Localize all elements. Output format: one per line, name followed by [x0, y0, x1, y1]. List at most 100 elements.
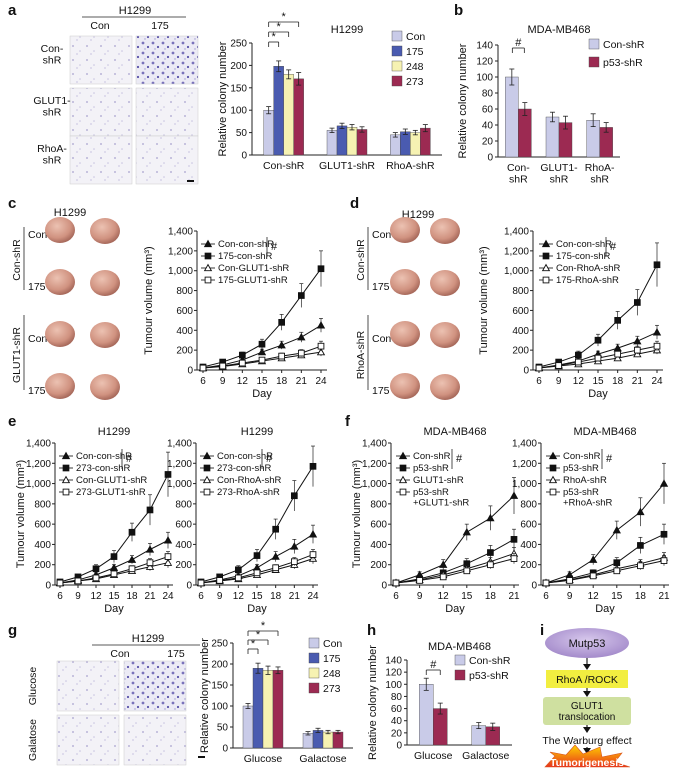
legend-entry: 273-con-shR	[76, 463, 131, 474]
data-point	[163, 536, 173, 544]
data-point	[290, 558, 298, 566]
sig-mark: #	[606, 453, 613, 465]
data-point	[463, 567, 471, 575]
data-point	[146, 506, 154, 514]
photo-row-label: Con	[372, 333, 391, 345]
y-tick-label: 0	[396, 741, 402, 752]
x-tick-label: 9	[75, 591, 81, 602]
legend-swatch	[454, 654, 466, 666]
bar	[346, 127, 358, 156]
data-point	[62, 464, 70, 472]
x-tick-label: 6	[57, 591, 63, 602]
x-tick-label: 21	[508, 591, 520, 602]
group-label: GLUT1-shR	[11, 327, 23, 383]
x-tick-label: Glucose	[414, 750, 453, 762]
x-axis-label: Day	[595, 603, 615, 615]
y-tick-label: 1,400	[512, 439, 537, 450]
y-tick-label: 0	[241, 151, 247, 162]
chart-title: MDA-MB468	[528, 24, 591, 36]
y-tick-label: 0	[487, 153, 493, 164]
legend-swatch	[391, 45, 403, 57]
data-point	[110, 553, 118, 560]
bar	[420, 127, 431, 156]
data-point	[238, 359, 246, 367]
bar	[390, 134, 401, 156]
tumor-image	[390, 373, 420, 399]
y-tick-label: 140	[385, 656, 402, 667]
y-tick-label: 800	[520, 499, 537, 510]
legend-entry: 248	[406, 61, 424, 73]
y-tick-label: 1,000	[512, 479, 537, 490]
arrow-head	[583, 664, 591, 670]
legend-entry: p53-shR	[469, 670, 509, 682]
y-tick-label: 40	[482, 121, 494, 132]
data-point	[614, 317, 622, 324]
data-point	[202, 475, 212, 484]
panel-letter: b	[454, 2, 463, 19]
y-tick-label: 600	[370, 520, 387, 531]
data-point	[660, 557, 668, 564]
x-tick-label: 18	[270, 591, 282, 602]
series-line	[545, 557, 665, 584]
y-tick-label: 600	[175, 520, 192, 531]
y-tick-label: 200	[370, 560, 387, 571]
y-tick-label: 1,200	[362, 459, 387, 470]
x-tick-label: 21	[632, 376, 644, 387]
data-point	[589, 555, 598, 563]
y-tick-label: 1,200	[512, 459, 537, 470]
data-point	[542, 276, 550, 284]
data-point	[316, 320, 326, 329]
data-point	[416, 577, 423, 584]
arrow-head	[583, 727, 591, 733]
legend-entry: 273-con-shR	[217, 463, 272, 474]
data-point	[204, 252, 212, 260]
legend-entry: 175-RhoA-shR	[556, 275, 619, 286]
data-point	[541, 239, 551, 248]
series-line	[395, 538, 515, 584]
data-point	[653, 342, 661, 350]
data-point	[234, 574, 242, 582]
data-point	[62, 488, 70, 496]
y-tick-label: 1,200	[26, 459, 51, 470]
legend-swatch	[308, 637, 320, 649]
x-tick-label: 15	[251, 591, 263, 602]
legend-entry: Con-con-shR	[217, 451, 273, 462]
colony-photo	[123, 714, 187, 766]
data-point	[308, 529, 318, 538]
legend-entry: Con-con-shR	[76, 451, 132, 462]
x-axis-label: Day	[247, 603, 267, 615]
x-tick-label: 21	[144, 591, 156, 602]
x-tick-label: 21	[296, 376, 308, 387]
legend-entry: p53-shR	[413, 463, 449, 474]
y-tick-label: 600	[176, 306, 193, 317]
data-point	[462, 527, 471, 536]
panel-letter: e	[8, 413, 16, 430]
chart-title: MDA-MB468	[574, 426, 637, 438]
tumor-image	[430, 322, 460, 348]
y-tick-label: 200	[211, 660, 228, 671]
photo-col-label: Con	[90, 20, 109, 32]
colony-photo	[69, 35, 133, 85]
bar	[518, 108, 532, 158]
data-point	[535, 364, 543, 372]
data-point	[398, 451, 408, 460]
legend-entry: GLUT1-shR	[413, 475, 464, 486]
data-point	[238, 351, 246, 359]
data-point	[542, 252, 550, 260]
tumor-image	[90, 374, 120, 400]
x-tick-label: 15	[256, 376, 268, 387]
warburg-label: The Warburg effect	[542, 735, 631, 747]
rhoa-label: RhoA /ROCK	[556, 674, 618, 686]
data-point	[317, 342, 325, 350]
data-point	[659, 479, 669, 487]
data-point	[197, 579, 205, 587]
legend-entry: 175-con-shR	[556, 251, 611, 262]
y-tick-label: 1,400	[504, 227, 529, 238]
x-tick-label: RhoA-shR	[386, 160, 435, 172]
chart-title: MDA-MB468	[424, 426, 487, 438]
legend-entry: p53-shR	[603, 57, 643, 69]
tumor-image	[430, 270, 460, 296]
x-tick-label: 18	[635, 591, 647, 602]
tumor-image	[45, 321, 75, 347]
